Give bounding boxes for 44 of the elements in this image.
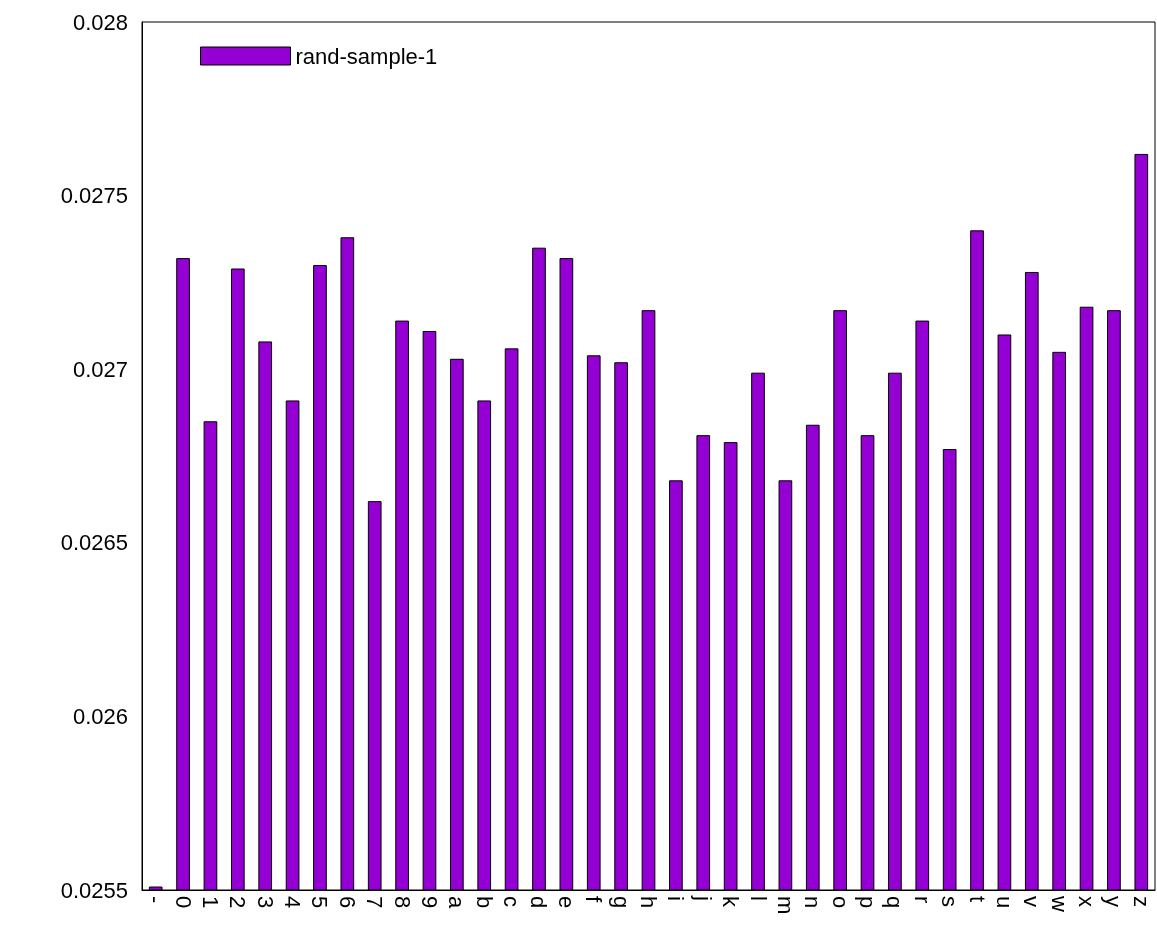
x-tick-label: a (444, 896, 470, 909)
x-tick-label: m (772, 896, 798, 915)
x-tick-label: k (718, 896, 744, 908)
x-tick-label: w (1046, 895, 1072, 912)
x-tick-label: b (471, 896, 497, 909)
x-tick-label: i (663, 896, 689, 901)
x-tick-label: j (690, 895, 716, 901)
x-tick-label: o (827, 896, 853, 909)
x-tick-label: r (909, 896, 935, 904)
x-tick-label: x (1074, 896, 1100, 907)
y-tick-label: 0.0255 (60, 877, 128, 903)
x-tick-label: y (1101, 896, 1127, 907)
y-tick-label: 0.0275 (60, 183, 128, 209)
x-tick-label: d (526, 896, 552, 909)
x-tick-label: 4 (280, 896, 306, 909)
x-tick-label: 1 (197, 896, 223, 909)
x-tick-label: f (581, 896, 607, 903)
x-tick-label: 9 (416, 896, 442, 909)
x-tick-label: n (800, 896, 826, 909)
x-tick-label: t (964, 896, 990, 903)
x-tick-label: 5 (307, 896, 333, 909)
x-tick-label: 6 (334, 896, 360, 909)
x-tick-label: z (1128, 896, 1154, 907)
x-tick-label: l (745, 896, 771, 901)
y-tick-label: 0.028 (72, 9, 128, 35)
x-tick-label: s (937, 896, 963, 907)
y-tick-label: 0.026 (72, 703, 128, 729)
y-tick-label: 0.027 (72, 356, 128, 382)
x-tick-label: 7 (362, 896, 388, 909)
x-tick-label: - (143, 896, 169, 904)
y-tick-label: 0.0265 (60, 530, 128, 556)
x-tick-label: e (553, 896, 579, 909)
x-tick-label: p (855, 896, 881, 909)
legend-label: rand-sample-1 (295, 43, 438, 69)
x-tick-label: 2 (225, 896, 251, 909)
x-tick-label: 3 (252, 896, 278, 909)
x-tick-label: u (991, 896, 1017, 909)
x-tick-label: q (882, 896, 908, 909)
x-tick-label: c (499, 896, 525, 907)
x-tick-label: g (608, 896, 634, 909)
x-tick-label: v (1019, 896, 1045, 907)
x-tick-label: 8 (389, 896, 415, 909)
x-tick-label: h (636, 896, 661, 909)
x-tick-label: 0 (170, 896, 196, 909)
